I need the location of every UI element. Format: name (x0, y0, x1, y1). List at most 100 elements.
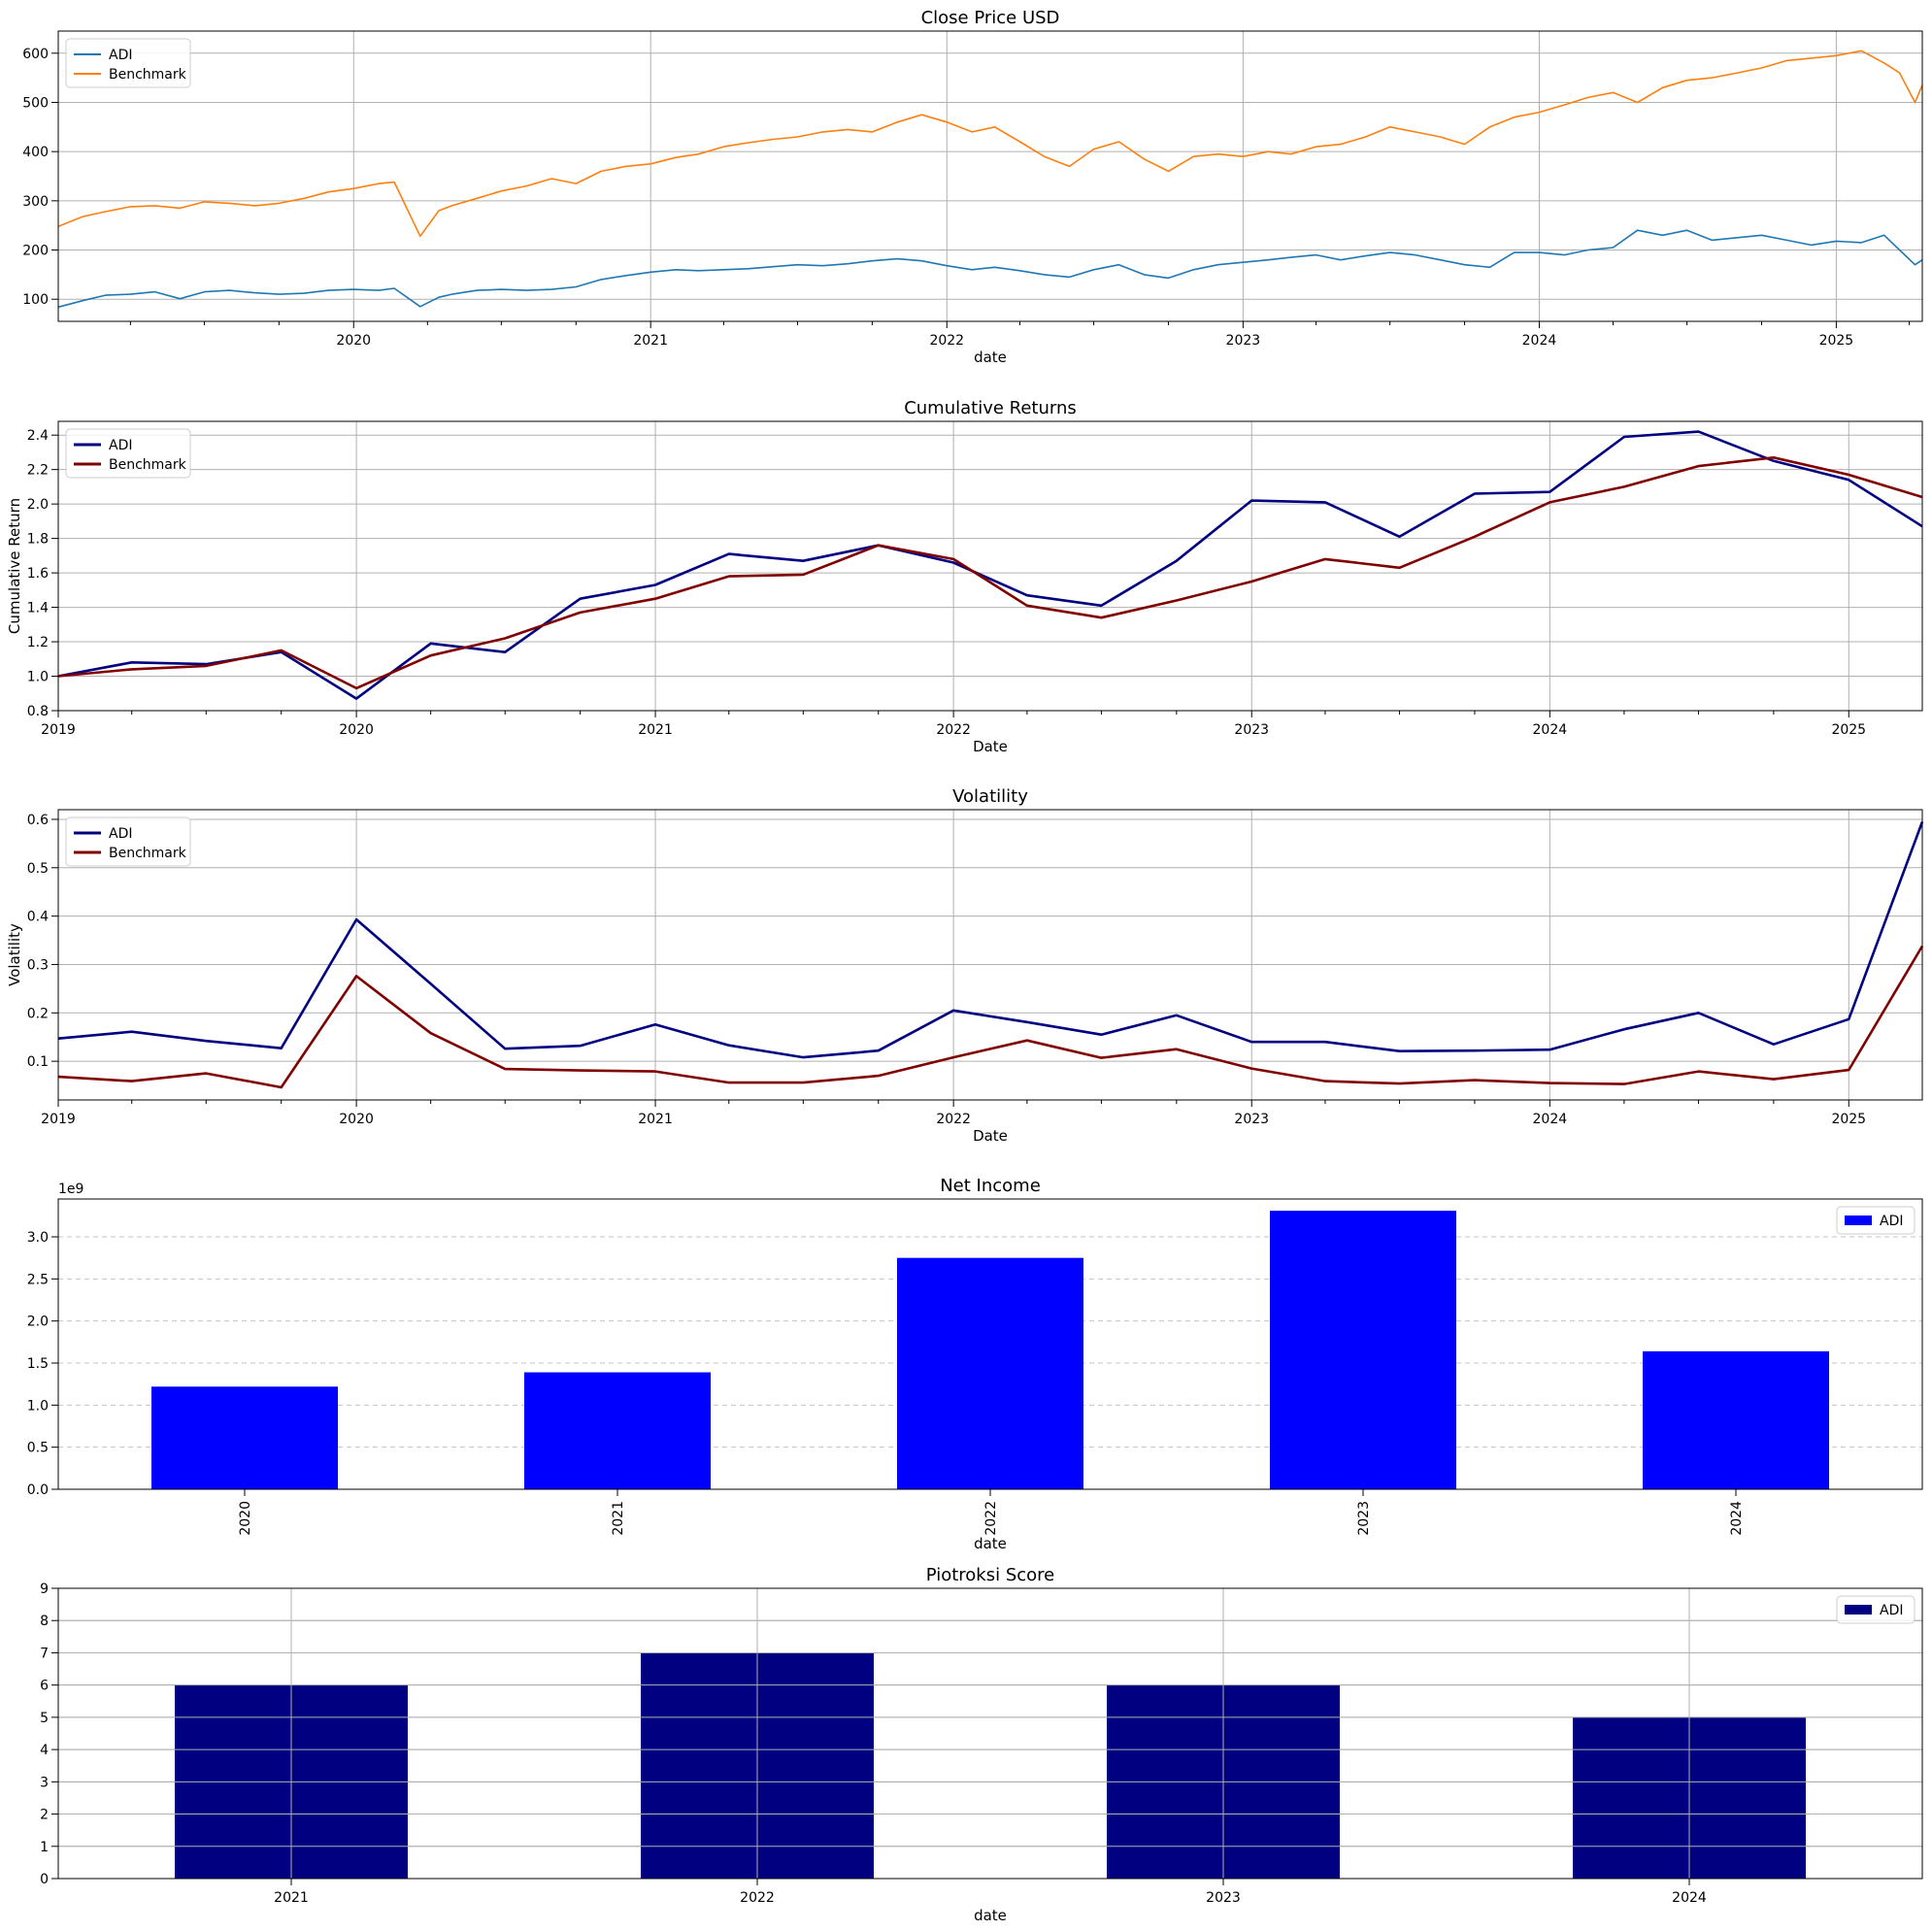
panel-0: 2020 2021 2022 2023 2024 2025 100 200 300 400 500 6… (22, 8, 1923, 366)
y-tick-label: 1.8 (27, 532, 49, 548)
y-tick-label: 200 (22, 244, 49, 259)
x-tick-label: 2024 (1522, 333, 1557, 349)
y-tick-label: 0.5 (27, 1441, 49, 1456)
series-line-benchmark (57, 50, 1923, 238)
x-tick-label: 2021 (638, 722, 673, 738)
x-tick-label: 2021 (611, 1501, 626, 1536)
axes-frame (57, 30, 1923, 322)
series-line-adi (57, 430, 1923, 700)
x-tick-label: 2020 (238, 1501, 253, 1536)
y-tick-label: 2.0 (27, 1315, 49, 1330)
y-axis-label: Volatility (6, 923, 23, 986)
x-tick-label: 2025 (1831, 722, 1866, 738)
y-tick-label: 1.0 (27, 1398, 49, 1414)
legend-frame (1836, 1206, 1915, 1235)
bar-2024 (1643, 1350, 1829, 1489)
x-tick-label: 2024 (1533, 1112, 1568, 1127)
y-tick-label: 600 (22, 47, 49, 62)
x-tick-label: 2020 (336, 333, 371, 349)
panel-2: 2019 2020 2021 2022 2023 2024 2025 0.1 0.2 0.3 0.4… (6, 786, 1924, 1145)
x-tick-label: 2025 (1819, 333, 1854, 349)
legend-label: ADI (1880, 1214, 1904, 1229)
y-tick-label: 3 (40, 1775, 49, 1790)
y-tick-label: 2 (40, 1808, 49, 1823)
offset-label: 1e9 (58, 1182, 83, 1197)
legend-label: Benchmark (109, 457, 187, 473)
series-line-benchmark (57, 945, 1924, 1089)
x-tick-label: 2023 (1206, 1890, 1241, 1906)
x-tick-label: 2022 (983, 1501, 999, 1536)
x-tick-label: 2023 (1234, 722, 1269, 738)
x-tick-label: 2021 (638, 1112, 673, 1127)
x-tick-label: 2021 (274, 1890, 309, 1906)
y-axis-label: Cumulative Return (6, 498, 23, 634)
y-tick-label: 0.6 (27, 813, 49, 828)
legend-label: Benchmark (109, 846, 187, 861)
series-line-adi (57, 821, 1924, 1059)
legend-label: ADI (109, 826, 133, 842)
legend: ADI Benchmark (65, 38, 191, 88)
axes-frame (57, 420, 1923, 712)
y-tick-label: 4 (40, 1743, 49, 1758)
y-tick-label: 1.0 (27, 670, 49, 685)
panel-3: 2020 2021 2022 2023 2024 0.0 0.5 1.0 1.5 2.0 2.5 3.… (27, 1176, 1923, 1552)
y-tick-label: 3.0 (27, 1230, 49, 1246)
legend: ADI Benchmark (65, 816, 191, 867)
y-tick-label: 2.4 (27, 428, 49, 444)
legend-swatch (1845, 1605, 1872, 1615)
y-tick-label: 1.2 (27, 635, 49, 650)
y-tick-label: 2.2 (27, 463, 49, 479)
chart-title: Close Price USD (921, 8, 1060, 28)
bar-2022 (897, 1257, 1083, 1489)
y-tick-label: 0.4 (27, 910, 49, 925)
panel-4: 2021 2022 2023 2024 0 1 2 3 4 5 6 7 8 9 Piotroksi Scor… (40, 1565, 1923, 1924)
y-tick-label: 100 (22, 292, 49, 308)
x-tick-label: 2022 (936, 1112, 971, 1127)
x-tick-label: 2020 (339, 1112, 374, 1127)
legend-frame (65, 38, 191, 88)
chart-title: Piotroksi Score (926, 1565, 1055, 1585)
x-tick-label: 2023 (1226, 333, 1261, 349)
x-tick-label: 2025 (1831, 1112, 1866, 1127)
legend-label: ADI (1880, 1603, 1904, 1618)
x-axis-label: date (974, 1535, 1007, 1552)
y-tick-label: 0.0 (27, 1482, 49, 1498)
y-tick-label: 0.5 (27, 861, 49, 877)
chart-title: Net Income (940, 1176, 1041, 1196)
x-tick-label: 2022 (929, 333, 964, 349)
axes-frame (57, 809, 1923, 1101)
legend-label: ADI (109, 438, 133, 453)
x-axis-label: Date (973, 738, 1008, 755)
legend-swatch (1845, 1215, 1872, 1225)
y-tick-label: 1.5 (27, 1356, 49, 1372)
y-tick-label: 0.2 (27, 1006, 49, 1021)
x-tick-label: 2020 (339, 722, 374, 738)
y-tick-label: 9 (40, 1581, 49, 1597)
y-tick-label: 5 (40, 1711, 49, 1726)
x-tick-label: 2022 (936, 722, 971, 738)
legend-label: ADI (109, 48, 133, 63)
series-line-benchmark (57, 455, 1923, 690)
y-tick-label: 400 (22, 145, 49, 160)
y-tick-label: 0.3 (27, 957, 49, 973)
x-axis-label: Date (973, 1127, 1008, 1145)
x-tick-label: 2019 (41, 722, 76, 738)
x-tick-label: 2024 (1672, 1890, 1707, 1906)
y-tick-label: 6 (40, 1679, 49, 1694)
y-tick-label: 0.8 (27, 704, 49, 719)
x-tick-label: 2024 (1533, 722, 1568, 738)
x-tick-label: 2023 (1234, 1112, 1269, 1127)
x-axis-label: date (974, 349, 1007, 366)
bar-2023 (1270, 1211, 1456, 1489)
y-tick-label: 2.0 (27, 497, 49, 513)
x-tick-label: 2024 (1729, 1501, 1745, 1536)
axes-frame (57, 1587, 1923, 1880)
y-tick-label: 0.1 (27, 1054, 49, 1070)
y-tick-label: 500 (22, 95, 49, 111)
x-axis-label: date (974, 1907, 1007, 1924)
x-tick-label: 2019 (41, 1112, 76, 1127)
y-tick-label: 1.4 (27, 601, 49, 616)
chart-title: Volatility (952, 786, 1028, 807)
panel-1: 2019 2020 2021 2022 2023 2024 2025 0.8 1.0 1.2 1.4… (6, 398, 1923, 755)
